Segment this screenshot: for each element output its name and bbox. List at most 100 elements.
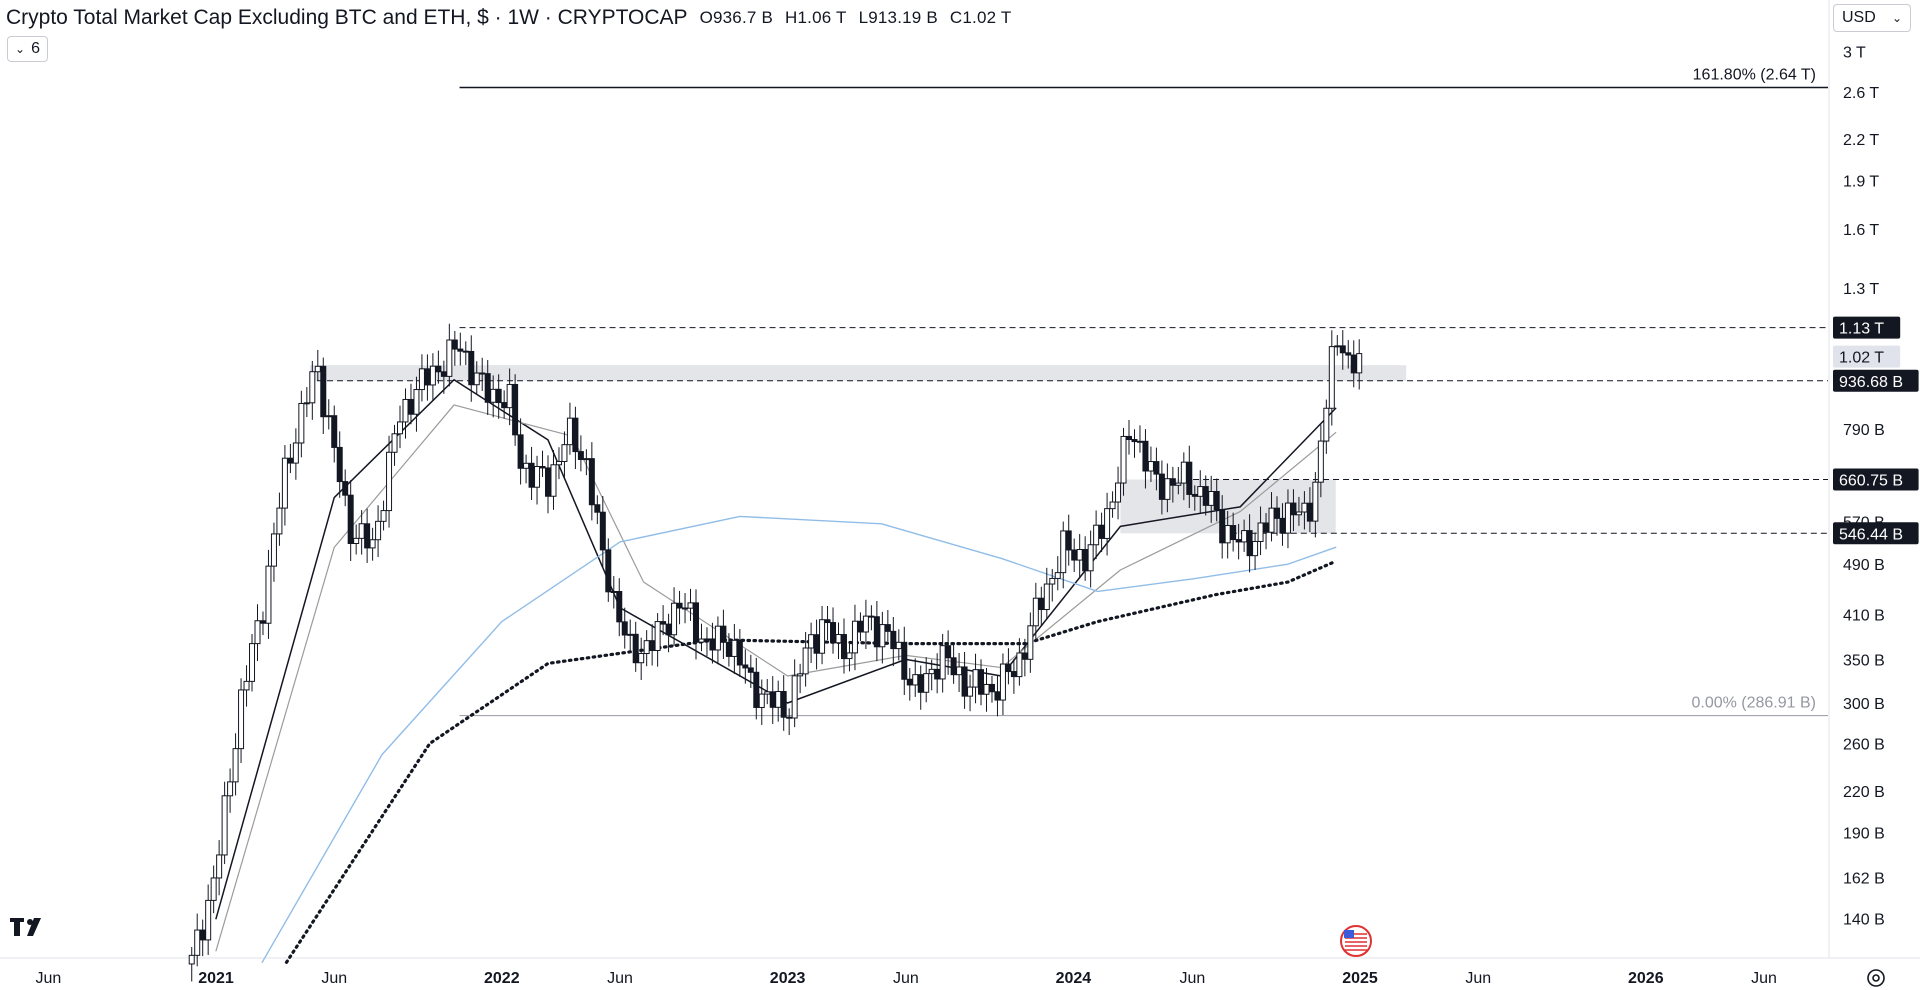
candle-body [1213,490,1220,511]
candle-body [1356,353,1363,374]
candle-body [259,620,266,624]
y-axis-tick-label: 300 B [1843,696,1885,713]
price-tag [1833,522,1919,545]
logo-icon: TV [10,918,41,936]
chevron-down-icon: ⌄ [1891,11,1902,25]
price-tag [1833,468,1919,491]
candle-body [660,621,667,625]
candle-body [1005,663,1012,673]
x-axis-tick-label: Jun [1465,970,1491,987]
price-tag [1833,316,1901,339]
ohlc-high: H1.06 T [785,8,847,27]
candle-body [994,691,1001,701]
candle-body [1328,346,1335,409]
candle-body [1180,461,1187,484]
candle-body [457,348,464,352]
indicators-toggle-button[interactable]: ⌄ 6 [7,36,48,62]
candle-body [473,372,480,386]
price-tag-label: 936.68 B [1839,374,1903,391]
x-axis-tick-label: 2021 [198,970,234,987]
candle-body [188,954,195,965]
price-tag-label: 660.75 B [1839,473,1903,490]
candle-body [1317,440,1324,483]
candle-body [238,689,245,750]
candle-body [1202,486,1209,506]
candle-body [1071,549,1078,561]
y-axis-tick-label: 3 T [1843,44,1866,61]
candle-body [528,462,535,488]
candle-body [1082,549,1089,572]
candle-body [364,523,371,549]
candle-body [682,607,689,610]
candle-body [1241,530,1248,543]
candle-body [495,388,502,404]
candle-body [665,623,672,636]
candle-body [440,371,447,377]
candle-body [901,641,908,680]
ohlc-close: C1.02 T [949,8,1012,27]
candle-body [610,591,617,594]
candle-body [583,458,590,461]
candle-body [270,533,277,567]
ohlc-low: L913.19 B [858,8,938,27]
candle-body [572,417,579,453]
candle-body [1060,530,1067,574]
candle-body [281,457,288,509]
candle-body [923,673,930,693]
us-flag-icon [1340,925,1372,957]
candle-body [824,619,831,624]
candle-body [1279,517,1286,534]
gear-icon[interactable] [1867,969,1885,987]
logo-icon-part [27,918,41,936]
candle-body [1290,502,1297,516]
candle-body [830,622,837,644]
candle-body [1224,525,1231,544]
candle-body [840,634,847,660]
candle-body [692,602,699,643]
candle-body [764,691,771,695]
candle-body [862,615,869,633]
candle-body [227,781,234,797]
candle-body [605,549,612,593]
candle-body [978,669,985,695]
candle-body [216,854,223,879]
logo-icon-part [10,918,24,936]
candle-body [1120,435,1127,484]
x-axis-tick-label: 2023 [770,970,806,987]
candle-body [254,620,261,645]
candle-body [791,675,798,719]
candle-body [950,657,957,676]
candle-body [835,634,842,644]
fib-level-label: 161.80% (2.64 T) [1693,67,1816,84]
candle-body [446,339,453,377]
candle-body [780,691,787,718]
candle-body [451,339,458,350]
candle-body [1191,493,1198,497]
candle-body [1104,508,1111,539]
candle-body [1257,522,1264,542]
candle-body [320,365,327,418]
candle-body [210,877,217,901]
candle-body [627,633,634,636]
currency-select[interactable]: USD ⌄ [1833,4,1911,32]
candle-body [534,466,541,488]
price-tag [1833,345,1901,368]
candle-body [358,523,365,539]
chevron-down-icon: ⌄ [15,42,26,56]
ohlc-open: O936.7 B [699,8,774,27]
currency-value: USD [1842,9,1876,26]
candle-body [1126,435,1133,441]
x-axis-tick-label: Jun [893,970,919,987]
candle-body [1076,549,1083,561]
candle-body [1175,482,1182,486]
candle-body [1093,524,1100,546]
candle-body [402,398,409,423]
candle-body [391,433,398,453]
candle-body [336,446,343,483]
candle-body [720,625,727,643]
y-axis-tick-label: 790 B [1843,422,1885,439]
candle-body [243,680,250,691]
candle-body [758,693,765,708]
candle-body [1230,525,1237,541]
